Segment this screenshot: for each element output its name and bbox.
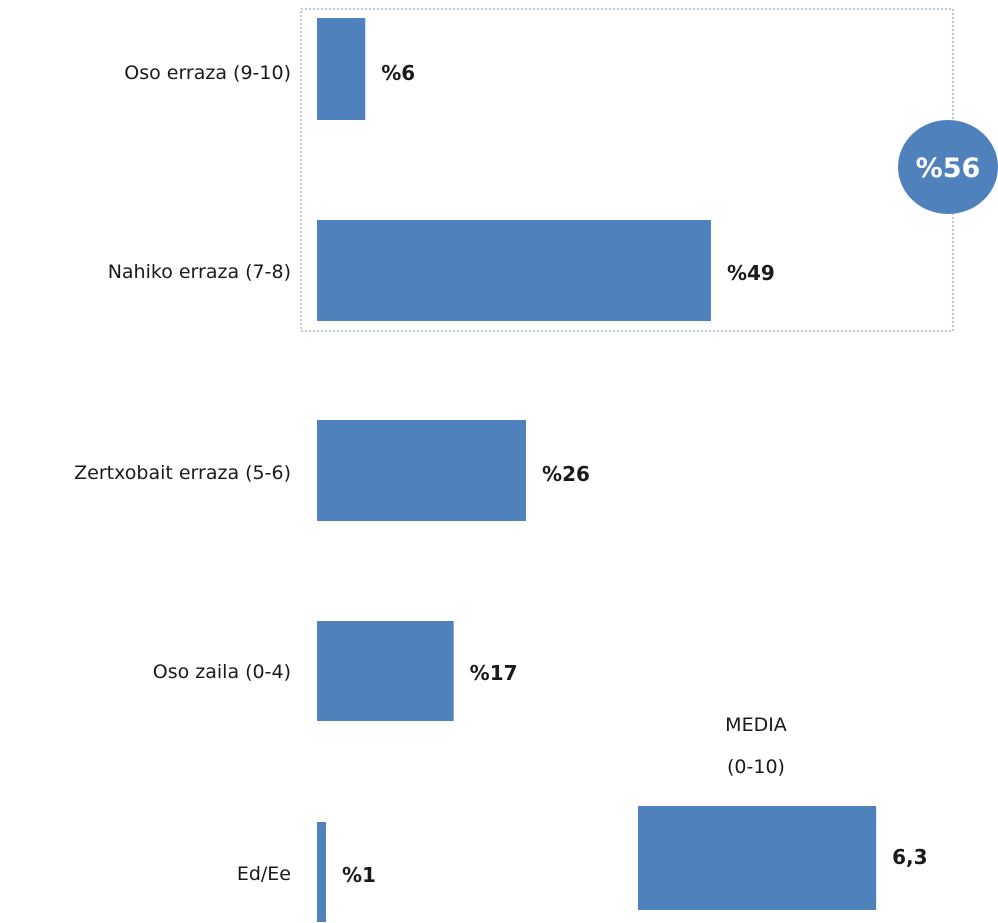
value-label-oso-erraza: %6 bbox=[381, 61, 415, 85]
total-bubble-label: %56 bbox=[916, 153, 981, 184]
media-title-line2: (0-10) bbox=[727, 756, 785, 778]
category-label-nahiko-erraza: Nahiko erraza (7-8) bbox=[108, 261, 291, 283]
value-label-oso-zaila: %17 bbox=[470, 661, 518, 685]
category-label-zertxobait-erraza: Zertxobait erraza (5-6) bbox=[74, 462, 291, 484]
bar-oso-erraza bbox=[317, 18, 366, 120]
category-label-ed-ee: Ed/Ee bbox=[237, 863, 291, 885]
value-label-ed-ee: %1 bbox=[342, 863, 376, 887]
media-value-label: 6,3 bbox=[892, 845, 927, 869]
media-bar bbox=[638, 806, 877, 910]
category-label-oso-erraza: Oso erraza (9-10) bbox=[124, 62, 291, 84]
media-title-line1: MEDIA bbox=[725, 714, 787, 736]
value-label-nahiko-erraza: %49 bbox=[727, 261, 775, 285]
bar-zertxobait-erraza bbox=[317, 420, 527, 521]
bar-ed-ee bbox=[317, 822, 326, 922]
bar-oso-zaila bbox=[317, 621, 454, 721]
bar-nahiko-erraza bbox=[317, 220, 711, 321]
value-label-zertxobait-erraza: %26 bbox=[542, 462, 590, 486]
category-label-oso-zaila: Oso zaila (0-4) bbox=[153, 661, 291, 683]
total-bubble bbox=[898, 120, 998, 214]
